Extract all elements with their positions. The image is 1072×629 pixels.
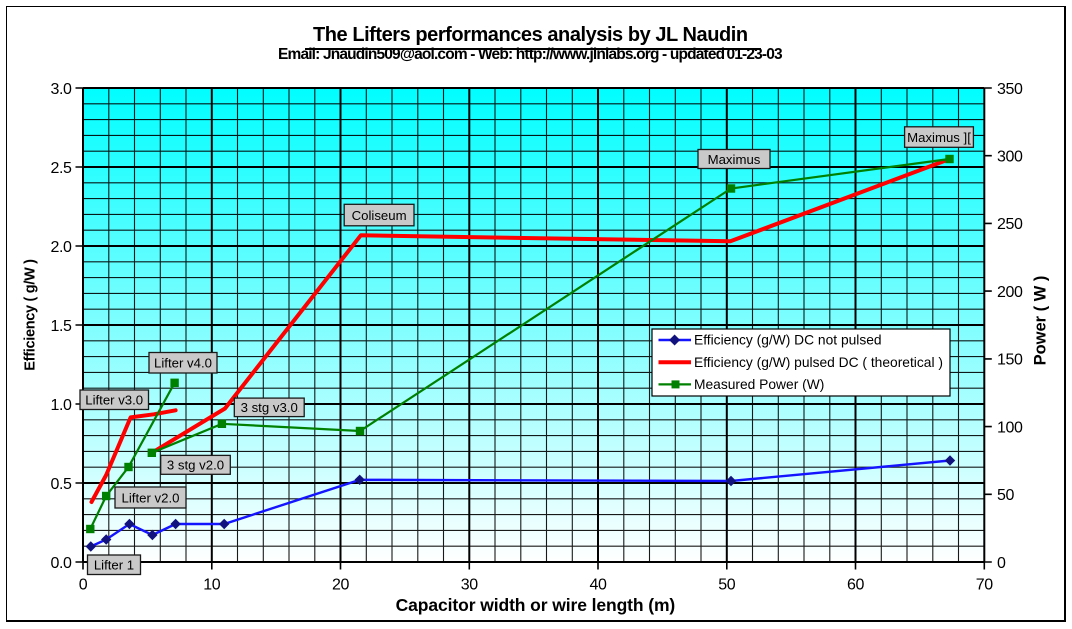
- svg-text:30: 30: [461, 577, 478, 594]
- svg-text:3.0: 3.0: [50, 81, 72, 98]
- svg-text:40: 40: [590, 577, 607, 594]
- svg-text:20: 20: [332, 577, 349, 594]
- svg-text:Maximus ][: Maximus ][: [907, 130, 971, 145]
- svg-text:60: 60: [847, 577, 864, 594]
- svg-text:Lifter v4.0: Lifter v4.0: [154, 356, 212, 371]
- svg-text:10: 10: [203, 577, 220, 594]
- svg-text:Efficiency (g/W) DC not pulsed: Efficiency (g/W) DC not pulsed: [694, 333, 882, 348]
- svg-text:Coliseum: Coliseum: [352, 208, 407, 223]
- svg-text:3 stg v3.0: 3 stg v3.0: [241, 400, 298, 415]
- svg-text:0.0: 0.0: [50, 555, 72, 572]
- svg-text:3 stg v2.0: 3 stg v2.0: [167, 458, 224, 473]
- svg-text:Maximus: Maximus: [708, 152, 761, 167]
- svg-text:1.0: 1.0: [50, 397, 72, 414]
- svg-text:70: 70: [976, 577, 993, 594]
- svg-text:Capacitor width or wire length: Capacitor width or wire length (m): [396, 595, 676, 615]
- svg-text:Lifter 1: Lifter 1: [94, 558, 134, 573]
- svg-text:50: 50: [718, 577, 735, 594]
- svg-text:2.5: 2.5: [50, 160, 72, 177]
- svg-text:250: 250: [997, 216, 1023, 233]
- svg-text:Power ( W ): Power ( W ): [1032, 276, 1050, 366]
- svg-text:Lifter v2.0: Lifter v2.0: [122, 490, 180, 505]
- svg-text:200: 200: [997, 284, 1023, 301]
- svg-text:150: 150: [997, 352, 1023, 369]
- svg-text:0: 0: [997, 555, 1006, 572]
- svg-text:Efficiency (g/W) pulsed DC ( t: Efficiency (g/W) pulsed DC ( theoretical…: [694, 355, 943, 370]
- svg-text:100: 100: [997, 419, 1023, 436]
- svg-text:2.0: 2.0: [50, 239, 72, 256]
- svg-text:300: 300: [997, 149, 1023, 166]
- svg-text:Measured Power (W): Measured Power (W): [694, 377, 824, 392]
- svg-text:Efficiency ( g/W ): Efficiency ( g/W ): [23, 259, 39, 371]
- svg-text:1.5: 1.5: [50, 318, 72, 335]
- svg-text:0: 0: [79, 577, 88, 594]
- svg-text:0.5: 0.5: [50, 476, 72, 493]
- svg-text:Lifter v3.0: Lifter v3.0: [85, 393, 143, 408]
- svg-text:350: 350: [997, 81, 1023, 98]
- svg-text:50: 50: [997, 487, 1014, 504]
